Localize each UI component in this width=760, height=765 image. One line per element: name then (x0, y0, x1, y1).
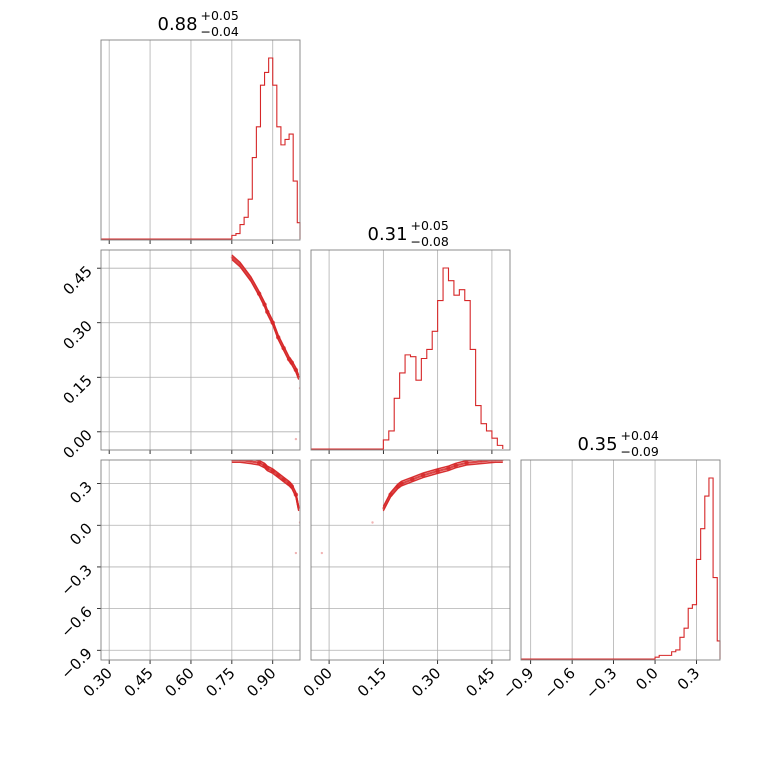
sample-point (256, 291, 262, 296)
sample-point (297, 376, 300, 379)
xtick-label: 0.3 (674, 664, 704, 694)
sample-point (382, 507, 385, 510)
xtick-label: −0.9 (499, 664, 537, 702)
sample-point (265, 309, 270, 315)
sample-point (270, 320, 275, 325)
xtick-label: 0.30 (408, 664, 444, 700)
param-title-1: 0.31 (368, 224, 408, 245)
xtick-label: 0.45 (121, 664, 157, 700)
sample-point (281, 477, 286, 482)
sample-point (293, 492, 299, 497)
sample-point (262, 463, 267, 468)
param-title-minus-2: −0.09 (621, 444, 659, 459)
sample-point (464, 460, 469, 465)
ytick-label: −0.3 (57, 561, 95, 599)
contour-line (382, 461, 503, 512)
sample-point (479, 460, 483, 463)
ytick-label: −0.6 (57, 603, 95, 641)
xtick-label: 0.45 (462, 664, 498, 700)
panel-frame (100, 459, 301, 661)
param-title-minus-0: −0.04 (201, 24, 239, 39)
sample-point (289, 484, 295, 489)
param-title-2: 0.35 (578, 434, 618, 455)
histogram-series-2 (521, 477, 721, 660)
param-title-plus-1: +0.05 (411, 218, 449, 233)
panel-frame (310, 459, 511, 661)
panel-frame (520, 459, 721, 661)
sample-point (230, 256, 234, 259)
param-title-plus-0: +0.05 (201, 8, 239, 23)
sample-point (262, 302, 267, 307)
panel-frame (310, 249, 511, 451)
scatter-2-0 (230, 460, 300, 555)
scatter-2-1 (320, 460, 504, 555)
panel-1-0 (97, 249, 301, 454)
ytick-label: 0.30 (59, 317, 95, 353)
ytick-label: 0.45 (59, 262, 95, 298)
xtick-label: 0.15 (354, 664, 390, 700)
sample-point (249, 460, 253, 463)
panel-2-2: 0.35 +0.04−0.09 (520, 428, 721, 664)
xtick-label: 0.60 (161, 664, 197, 700)
sample-point (297, 507, 300, 510)
xtick-label: 0.30 (80, 664, 116, 700)
param-title-minus-1: −0.08 (411, 234, 449, 249)
sample-point (249, 277, 253, 281)
xtick-label: 0.00 (300, 664, 336, 700)
sample-point (294, 437, 298, 441)
sample-point (256, 460, 262, 465)
sample-point (270, 468, 275, 474)
sample-point (453, 463, 458, 468)
histogram-series-1 (311, 267, 504, 450)
sample-point (265, 466, 270, 471)
sample-point (293, 367, 299, 373)
ytick-label: 0.0 (66, 519, 96, 549)
ytick-label: 0.00 (59, 426, 95, 462)
ytick-label: 0.15 (59, 371, 95, 407)
param-title-plus-2: +0.04 (621, 428, 659, 443)
ytick-label: 0.3 (66, 478, 96, 508)
contour-line (231, 259, 300, 380)
sample-point (446, 466, 451, 471)
sample-point (275, 473, 281, 478)
panel-frame (100, 39, 301, 241)
sample-point (320, 551, 324, 555)
xtick-label: 0.90 (243, 664, 279, 700)
sample-point (238, 263, 242, 266)
sample-point (289, 360, 295, 365)
panel-frame (100, 249, 301, 451)
sample-point (286, 481, 292, 486)
panel-0-0: 0.88 +0.05−0.04 (100, 8, 301, 244)
contour-line (231, 461, 300, 512)
sample-point (410, 477, 415, 482)
sample-point (420, 473, 426, 478)
xtick-label: −0.3 (582, 664, 620, 702)
xtick-label: −0.6 (540, 664, 578, 702)
sample-point (294, 551, 298, 555)
sample-point (388, 492, 393, 497)
sample-point (281, 345, 286, 351)
panel-2-0 (97, 459, 301, 664)
param-title-0: 0.88 (158, 14, 198, 35)
sample-point (371, 521, 374, 524)
sample-point (399, 481, 404, 486)
histogram-series-0 (101, 57, 301, 240)
xtick-label: 0.0 (632, 664, 662, 694)
sample-point (435, 468, 440, 474)
sample-point (275, 335, 281, 340)
panel-1-1: 0.31 +0.05−0.08 (310, 218, 511, 454)
panel-2-1 (310, 459, 511, 664)
sample-point (395, 484, 401, 489)
xtick-label: 0.75 (202, 664, 238, 700)
sample-point (286, 356, 292, 362)
scatter-1-0 (230, 254, 300, 441)
